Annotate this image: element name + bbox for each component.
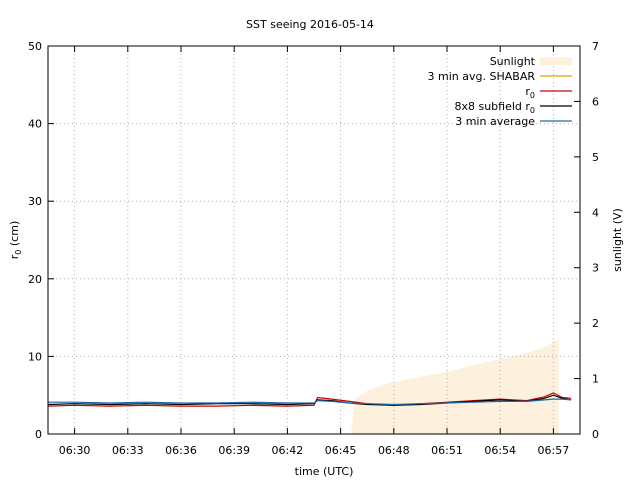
y2-tick-label: 4 bbox=[592, 206, 599, 219]
legend-label-sub: 0 bbox=[530, 91, 535, 100]
plot-border bbox=[47, 45, 581, 435]
y2-tick-label: 7 bbox=[592, 40, 599, 53]
y2-tick-label: 6 bbox=[592, 95, 599, 108]
y2-tick-label: 3 bbox=[592, 262, 599, 275]
legend-label-2: r0 bbox=[525, 85, 535, 100]
y-tick-label: 10 bbox=[28, 350, 42, 363]
y2-tick-label: 2 bbox=[592, 317, 599, 330]
x-tick-label: 06:39 bbox=[218, 444, 250, 457]
legend-label-3: 8x8 subfield r0 bbox=[454, 100, 535, 115]
x-tick-label: 06:33 bbox=[112, 444, 144, 457]
series-area-sunlight bbox=[351, 338, 559, 434]
x-axis-label: time (UTC) bbox=[295, 465, 354, 478]
x-tick-label: 06:36 bbox=[165, 444, 197, 457]
x-tick-label: 06:48 bbox=[378, 444, 410, 457]
series-line-2 bbox=[47, 392, 572, 407]
chart-title: SST seeing 2016-05-14 bbox=[246, 18, 374, 31]
y2-tick-label: 1 bbox=[592, 373, 599, 386]
y-axis-label: r0 (cm) bbox=[8, 221, 23, 259]
y2-tick-label: 5 bbox=[592, 151, 599, 164]
y2-tick-label: 0 bbox=[592, 428, 599, 441]
series-layer bbox=[47, 392, 572, 407]
axis-layer: 06:30 06:33 06:36 06:39 06:42 06:45 06:48 06:51… bbox=[28, 40, 599, 457]
y-tick-label: 50 bbox=[28, 40, 42, 53]
sunlight-area-layer bbox=[351, 338, 559, 434]
y-tick-label: 40 bbox=[28, 118, 42, 131]
legend-label-1: 3 min avg. SHABAR bbox=[428, 70, 536, 83]
y-tick-label: 20 bbox=[28, 273, 42, 286]
grid-layer bbox=[48, 46, 580, 434]
x-tick-label: 06:54 bbox=[484, 444, 516, 457]
legend-swatch-0 bbox=[540, 57, 572, 65]
x-tick-label: 06:51 bbox=[431, 444, 463, 457]
legend-label-sub: 0 bbox=[530, 106, 535, 115]
legend-label-4: 3 min average bbox=[455, 115, 535, 128]
y-tick-label: 30 bbox=[28, 195, 42, 208]
x-tick-label: 06:57 bbox=[538, 444, 570, 457]
y2-axis-label: sunlight (V) bbox=[611, 208, 624, 272]
series-line-4 bbox=[48, 398, 572, 406]
x-tick-label: 06:42 bbox=[272, 444, 304, 457]
x-tick-label: 06:45 bbox=[325, 444, 357, 457]
legend-label-0: Sunlight bbox=[490, 55, 536, 68]
x-tick-label: 06:30 bbox=[59, 444, 91, 457]
y-tick-label: 0 bbox=[35, 428, 42, 441]
